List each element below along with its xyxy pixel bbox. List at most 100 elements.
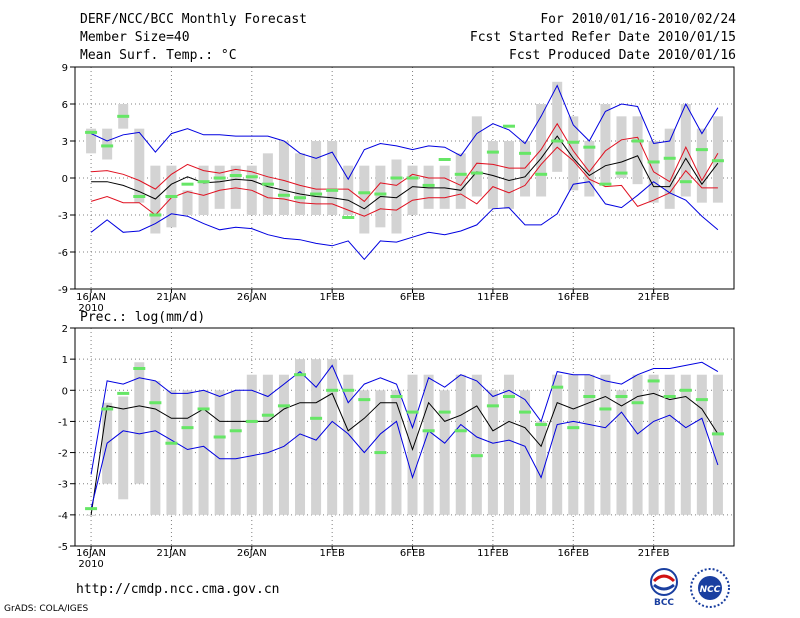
ensemble-box (278, 141, 289, 215)
ensemble-box (214, 165, 225, 209)
ensemble-box (311, 141, 322, 215)
observation-marker (567, 426, 580, 430)
ensemble-box (584, 141, 595, 197)
observation-marker (535, 172, 548, 176)
series-line-series-4 (91, 122, 719, 203)
observation-marker (213, 176, 226, 180)
observation-marker (101, 144, 114, 148)
ensemble-box (696, 128, 707, 203)
observation-marker (197, 180, 210, 184)
ensemble-box (230, 165, 241, 209)
observation-marker (101, 407, 114, 411)
x-tick-label: 6FEB (400, 548, 425, 559)
ensemble-box (664, 374, 675, 515)
svg-text:NCC: NCC (700, 585, 721, 595)
observation-marker (519, 410, 532, 414)
y-tick-label: -3 (58, 480, 68, 491)
observation-marker (85, 130, 98, 134)
ensemble-box (198, 390, 209, 515)
observation-marker (342, 215, 355, 219)
plot-frame (74, 327, 735, 547)
series-line-series-3 (90, 392, 719, 515)
ensemble-box (86, 128, 97, 154)
ensemble-box (214, 390, 225, 515)
y-tick-label: 2 (62, 324, 68, 335)
ensemble-box (471, 116, 482, 197)
observation-marker (229, 174, 242, 178)
ensemble-box (391, 159, 402, 234)
series-line-max (90, 181, 719, 261)
ensemble-box (664, 128, 675, 209)
ensemble-box (568, 374, 579, 515)
ensemble-box (439, 390, 450, 515)
observation-marker (615, 395, 628, 399)
y-tick-label: 1 (62, 355, 68, 366)
y-tick-label: -5 (58, 542, 68, 553)
ensemble-box (696, 374, 707, 515)
x-tick-label: 16FEB (557, 292, 589, 303)
source-url[interactable]: http://cmdp.ncc.cma.gov.cn (76, 582, 280, 597)
observation-marker (454, 172, 467, 176)
observation-marker (165, 441, 178, 445)
observation-marker (486, 404, 499, 408)
x-year-label: 2010 (78, 303, 103, 314)
observation-marker (551, 139, 564, 143)
observation-marker (342, 388, 355, 392)
observation-marker (277, 404, 290, 408)
observation-marker (470, 454, 483, 458)
ensemble-box (102, 128, 113, 160)
x-tick-label: 26JAN (237, 548, 267, 559)
ensemble-box (343, 374, 354, 515)
y-tick-label: 9 (62, 63, 68, 74)
series-line-series-2 (90, 84, 719, 181)
observation-marker (519, 151, 532, 155)
observation-marker (181, 426, 194, 430)
observation-marker (374, 192, 387, 196)
precipitation-panel: -5 -4 -3 -2 -1 0 1 2 16JAN 21JAN 26JAN 1FEB 6FEB 11FE… (58, 324, 735, 570)
y-tick-label: 0 (62, 386, 68, 397)
ensemble-box (600, 104, 611, 185)
observation-marker (181, 182, 194, 186)
ensemble-box (134, 128, 145, 203)
ensemble-box (487, 141, 498, 209)
observation-marker (438, 410, 451, 414)
ensemble-box (327, 359, 338, 515)
observation-marker (486, 150, 499, 154)
y-tick-label: -1 (58, 417, 68, 428)
ensemble-box (455, 374, 466, 515)
ensemble-box (150, 165, 161, 234)
ensemble-box (520, 390, 531, 515)
x-tick-label: 6FEB (400, 292, 425, 303)
observation-marker (615, 171, 628, 175)
observation-marker (535, 423, 548, 427)
ensemble-box (632, 116, 643, 185)
x-tick-label: 16JAN (76, 292, 106, 303)
svg-text:BCC: BCC (654, 598, 674, 607)
ensemble-box (295, 153, 306, 215)
observation-marker (663, 395, 676, 399)
observation-marker (406, 176, 419, 180)
temperature-variable-label: Mean Surf. Temp.: °C (80, 48, 237, 63)
ensemble-box (391, 390, 402, 515)
observation-marker (165, 195, 178, 198)
member-size-label: Member Size=40 (80, 30, 190, 45)
observation-marker (567, 140, 580, 144)
observation-marker (374, 451, 387, 455)
observation-marker (326, 188, 339, 192)
ensemble-box (182, 390, 193, 515)
forecast-period-label: For 2010/01/16-2010/02/24 (540, 12, 736, 27)
y-tick-label: 3 (62, 137, 68, 148)
observation-marker (631, 401, 644, 405)
x-tick-label: 11FEB (477, 292, 509, 303)
ensemble-box (295, 359, 306, 515)
observation-marker (438, 158, 451, 161)
observation-marker (679, 180, 692, 184)
observation-marker (245, 419, 258, 423)
ensemble-box (118, 396, 129, 500)
observation-marker (454, 429, 467, 433)
observation-marker (245, 175, 258, 179)
ensemble-box (198, 165, 209, 215)
ensemble-box (311, 359, 322, 515)
observation-marker (294, 373, 307, 377)
